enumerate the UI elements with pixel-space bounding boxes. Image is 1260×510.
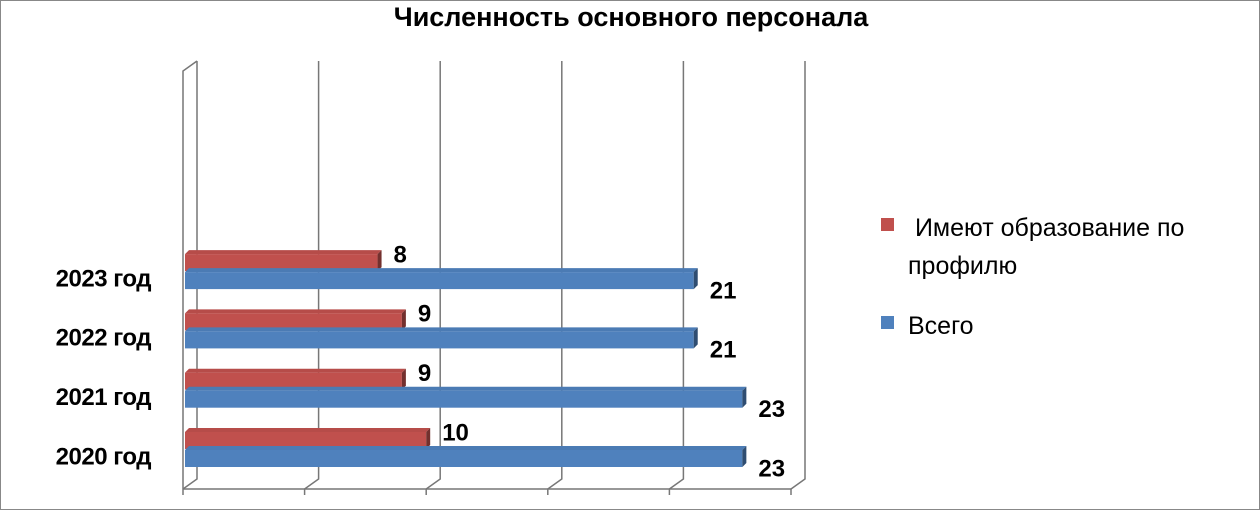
- bar-face: [742, 386, 747, 408]
- bar: [185, 268, 698, 290]
- data-label: 9: [418, 360, 431, 387]
- bar-face: [185, 450, 743, 467]
- bar-face: [185, 309, 406, 314]
- y-axis: [182, 60, 198, 489]
- bar-face: [185, 331, 694, 349]
- data-label: 23: [758, 455, 785, 482]
- bar-face: [693, 268, 698, 290]
- legend-swatch: [881, 316, 894, 329]
- bar-face: [377, 250, 382, 272]
- legend-item: Всего: [881, 307, 1231, 345]
- bar: [185, 250, 382, 272]
- data-label: 21: [710, 277, 737, 304]
- bar-face: [426, 428, 431, 449]
- grid-line: [668, 61, 685, 490]
- bar: [185, 446, 747, 467]
- legend-label: Всего: [908, 312, 974, 340]
- bar: [185, 386, 747, 408]
- data-label: 23: [758, 396, 785, 423]
- data-label: 21: [710, 337, 737, 364]
- bar-face: [401, 309, 406, 331]
- bar: [185, 428, 431, 449]
- legend-swatch: [881, 218, 894, 231]
- y-tick-label: 2022 год: [56, 325, 152, 352]
- bar-face: [693, 327, 698, 349]
- y-tick-label: 2020 год: [56, 443, 152, 470]
- bar-face: [185, 268, 698, 273]
- bar-face: [185, 428, 431, 432]
- bar: [185, 309, 406, 331]
- grid-line: [425, 61, 441, 490]
- data-label: 10: [442, 419, 469, 446]
- bar-face: [185, 368, 406, 373]
- bar-face: [185, 250, 382, 255]
- data-label: 8: [394, 241, 407, 268]
- bar-face: [185, 386, 747, 391]
- bar-face: [185, 254, 378, 272]
- bar-face: [185, 390, 743, 408]
- grid-line: [547, 61, 563, 490]
- bar-face: [185, 446, 747, 450]
- grid-line: [182, 61, 198, 490]
- data-label: 9: [418, 301, 431, 328]
- legend-label: Имеют образование по профилю: [908, 214, 1192, 280]
- y-tick-label: 2023 год: [56, 265, 152, 292]
- bar-face: [401, 368, 406, 390]
- grid-line: [304, 61, 320, 490]
- chart-title: Численность основного персонала: [394, 2, 870, 32]
- bar-face: [185, 327, 698, 332]
- legend-item: Имеют образование по профилю: [881, 209, 1231, 285]
- y-tick-label: 2021 год: [56, 384, 152, 411]
- bar-face: [185, 272, 694, 290]
- grid-line: [790, 61, 806, 490]
- bar-face: [185, 313, 402, 331]
- bar-face: [742, 446, 747, 467]
- bar-face: [185, 372, 402, 390]
- bar: [185, 368, 406, 390]
- bar-face: [185, 432, 427, 449]
- bar: [185, 327, 698, 349]
